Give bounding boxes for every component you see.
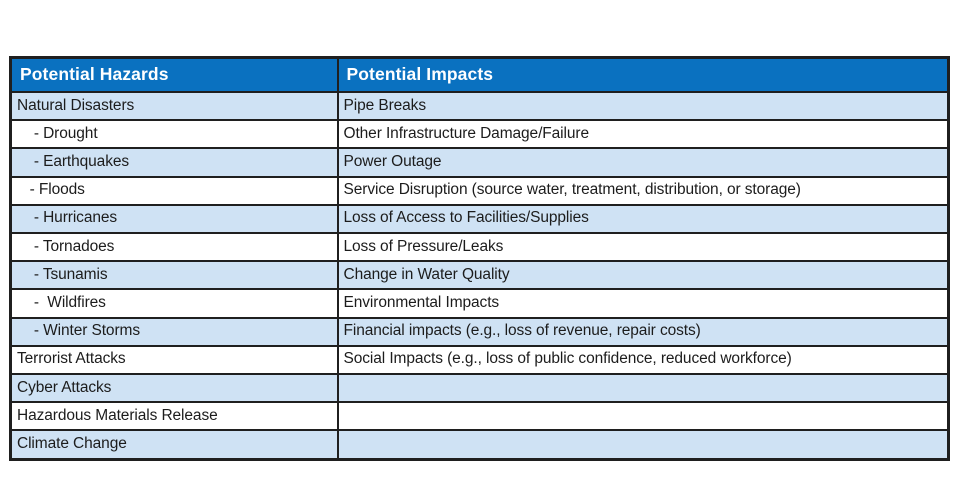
- impact-cell: Loss of Access to Facilities/Supplies: [336, 203, 950, 235]
- impact-cell: Change in Water Quality: [336, 260, 950, 291]
- table-row: - Drought Other Infrastructure Damage/Fai…: [9, 119, 950, 150]
- table-body: Natural Disasters Pipe Breaks - Drought Ot…: [9, 90, 950, 461]
- hazard-cell: - Earthquakes: [9, 147, 339, 178]
- impact-cell: Environmental Impacts: [336, 288, 950, 319]
- table-row: - Winter Storms Financial impacts (e.g., …: [9, 316, 950, 347]
- impact-cell: [336, 373, 950, 404]
- impact-cell: Loss of Pressure/Leaks: [336, 232, 950, 263]
- impact-cell: [336, 429, 950, 461]
- hazard-cell: - Tsunamis: [9, 260, 339, 291]
- hazard-cell: - Floods: [9, 175, 339, 206]
- table-row: - Wildfires Environmental Impacts: [9, 288, 950, 319]
- hazard-cell: Natural Disasters: [9, 90, 339, 122]
- hazard-cell: Terrorist Attacks: [9, 344, 339, 376]
- table-row: - Earthquakes Power Outage: [9, 147, 950, 178]
- impact-cell: Financial impacts (e.g., loss of revenue…: [336, 316, 950, 347]
- impact-cell: Other Infrastructure Damage/Failure: [336, 119, 950, 150]
- table-row: Climate Change: [9, 429, 950, 461]
- impact-cell: Pipe Breaks: [336, 90, 950, 122]
- table-row: Cyber Attacks: [9, 373, 950, 404]
- hazards-impacts-table: Potential Hazards Potential Impacts Natu…: [9, 56, 950, 461]
- impact-cell: Social Impacts (e.g., loss of public con…: [336, 344, 950, 376]
- impact-cell: Power Outage: [336, 147, 950, 178]
- table-row: Terrorist Attacks Social Impacts (e.g., l…: [9, 344, 950, 376]
- table-row: - Tsunamis Change in Water Quality: [9, 260, 950, 291]
- impact-cell: [336, 401, 950, 432]
- table-row: - Hurricanes Loss of Access to Facilities…: [9, 203, 950, 235]
- column-header-potential-hazards: Potential Hazards: [9, 56, 339, 93]
- hazard-cell: - Tornadoes: [9, 232, 339, 263]
- table-row: Hazardous Materials Release: [9, 401, 950, 432]
- header-row: Potential Hazards Potential Impacts: [9, 56, 950, 93]
- hazard-cell: Hazardous Materials Release: [9, 401, 339, 432]
- hazard-cell: Climate Change: [9, 429, 339, 461]
- column-header-potential-impacts: Potential Impacts: [336, 56, 950, 93]
- table-header: Potential Hazards Potential Impacts: [9, 56, 950, 93]
- hazard-cell: - Wildfires: [9, 288, 339, 319]
- hazard-cell: - Hurricanes: [9, 203, 339, 235]
- table-row: - Floods Service Disruption (source water…: [9, 175, 950, 206]
- hazard-cell: - Drought: [9, 119, 339, 150]
- hazard-cell: Cyber Attacks: [9, 373, 339, 404]
- hazard-cell: - Winter Storms: [9, 316, 339, 347]
- impact-cell: Service Disruption (source water, treatm…: [336, 175, 950, 206]
- table-row: - Tornadoes Loss of Pressure/Leaks: [9, 232, 950, 263]
- table-row: Natural Disasters Pipe Breaks: [9, 90, 950, 122]
